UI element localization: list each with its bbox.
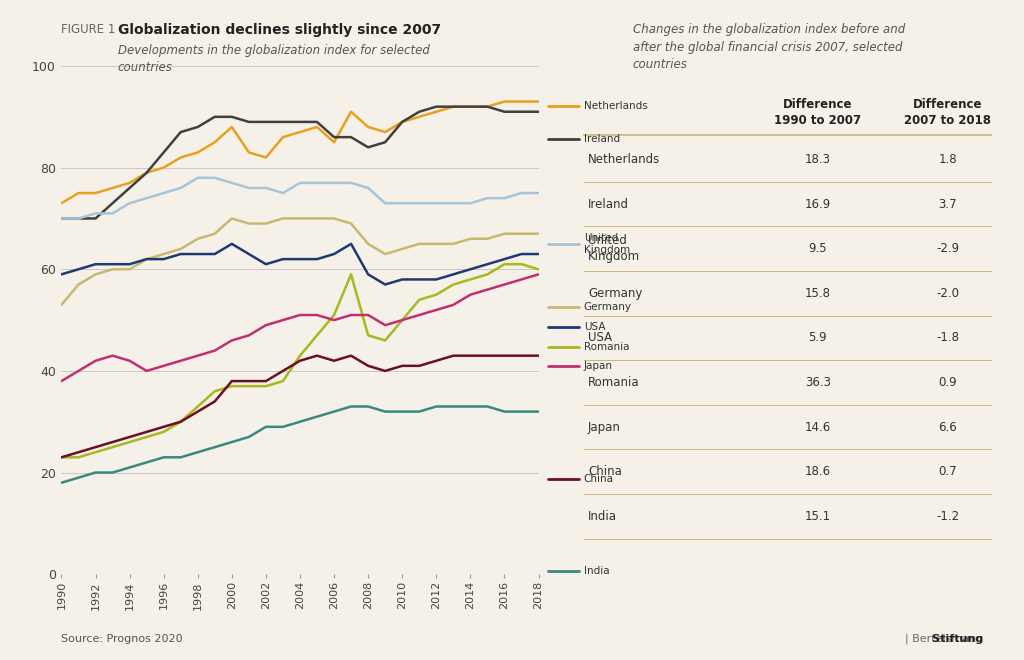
- Text: 36.3: 36.3: [805, 376, 830, 389]
- Text: 14.6: 14.6: [805, 420, 830, 434]
- Text: Japan: Japan: [584, 361, 612, 372]
- Text: United
Kingdom: United Kingdom: [588, 234, 640, 263]
- Text: | Bertelsmann: | Bertelsmann: [904, 633, 983, 644]
- Text: Netherlands: Netherlands: [584, 100, 647, 111]
- Text: Netherlands: Netherlands: [588, 153, 660, 166]
- Text: 18.3: 18.3: [805, 153, 830, 166]
- Text: Globalization declines slightly since 2007: Globalization declines slightly since 20…: [118, 23, 441, 37]
- Text: 5.9: 5.9: [809, 331, 827, 345]
- Text: India: India: [584, 566, 609, 576]
- Text: Ireland: Ireland: [584, 133, 620, 144]
- Text: Germany: Germany: [588, 286, 642, 300]
- Text: Developments in the globalization index for selected
countries: Developments in the globalization index …: [118, 44, 430, 74]
- Text: 1.8: 1.8: [939, 153, 957, 166]
- Text: 18.6: 18.6: [805, 465, 830, 478]
- Text: Ireland: Ireland: [588, 197, 629, 211]
- Text: Romania: Romania: [584, 341, 629, 352]
- Text: 15.1: 15.1: [805, 510, 830, 523]
- Text: 6.6: 6.6: [939, 420, 957, 434]
- Text: 0.7: 0.7: [939, 465, 957, 478]
- Text: -1.8: -1.8: [936, 331, 959, 345]
- Text: 15.8: 15.8: [805, 286, 830, 300]
- Text: USA: USA: [584, 321, 605, 332]
- Text: 3.7: 3.7: [939, 197, 957, 211]
- Text: FIGURE 1: FIGURE 1: [61, 23, 122, 36]
- Text: 0.9: 0.9: [939, 376, 957, 389]
- Text: China: China: [584, 473, 613, 484]
- Text: -2.9: -2.9: [936, 242, 959, 255]
- Text: Japan: Japan: [588, 420, 621, 434]
- Text: China: China: [588, 465, 622, 478]
- Text: Stiftung: Stiftung: [878, 634, 983, 644]
- Text: Difference
1990 to 2007: Difference 1990 to 2007: [774, 98, 861, 127]
- Text: USA: USA: [588, 331, 612, 345]
- Text: India: India: [588, 510, 616, 523]
- Text: Germany: Germany: [584, 302, 632, 312]
- Text: -1.2: -1.2: [936, 510, 959, 523]
- Text: 16.9: 16.9: [805, 197, 830, 211]
- Text: -2.0: -2.0: [936, 286, 959, 300]
- Text: Romania: Romania: [588, 376, 640, 389]
- Text: Source: Prognos 2020: Source: Prognos 2020: [61, 634, 183, 644]
- Text: United
Kingdom: United Kingdom: [584, 233, 630, 255]
- Text: Changes in the globalization index before and
after the global financial crisis : Changes in the globalization index befor…: [633, 23, 905, 71]
- Text: 9.5: 9.5: [809, 242, 827, 255]
- Text: Difference
2007 to 2018: Difference 2007 to 2018: [904, 98, 991, 127]
